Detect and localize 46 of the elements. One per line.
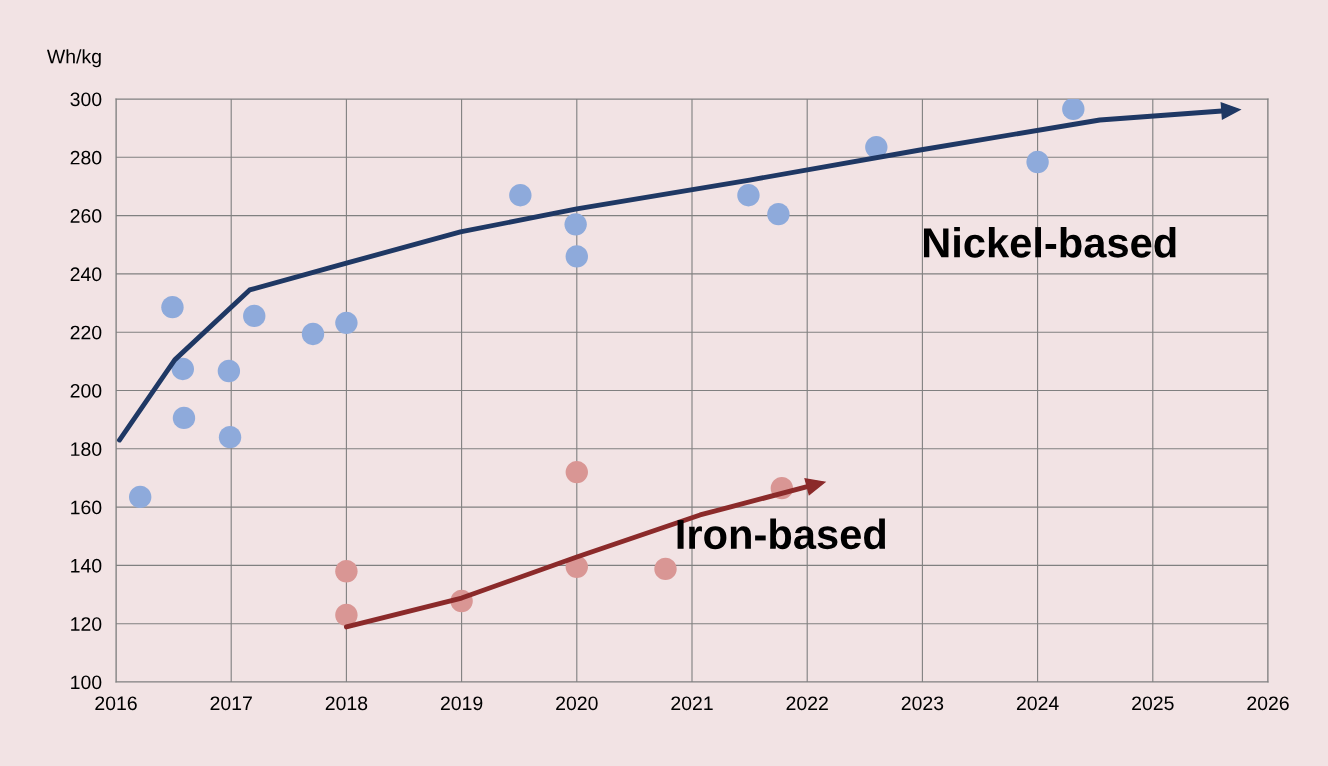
point [564, 213, 587, 236]
point [565, 460, 588, 484]
y-tick-label: 200 [70, 383, 102, 398]
point [335, 560, 358, 583]
x-tick-label: 2021 [671, 696, 713, 711]
x-tick-label: 2018 [325, 696, 368, 711]
y-tick-label: 120 [71, 617, 102, 631]
x-tick-label: 2019 [440, 696, 483, 711]
point [128, 485, 152, 509]
x-tick-label: 2024 [1016, 696, 1059, 711]
point [218, 425, 242, 449]
point [243, 304, 266, 328]
point [737, 184, 760, 207]
y-tick-label: 260 [70, 209, 102, 223]
point [865, 135, 888, 159]
point [217, 359, 241, 383]
point [171, 357, 195, 381]
y-tick-label: 300 [70, 92, 102, 107]
x-tick-label: 2026 [1247, 696, 1289, 711]
x-tick-label: 2023 [901, 696, 944, 711]
point [335, 311, 358, 335]
y-tick-label: 280 [70, 150, 102, 165]
point [161, 295, 184, 319]
point [767, 202, 790, 226]
point [1026, 150, 1049, 174]
point [654, 557, 677, 581]
point [509, 184, 532, 207]
annotation: Nickel-based [923, 227, 1176, 258]
x-tick-label: 2017 [210, 696, 252, 711]
x-tick-label: 2022 [786, 696, 828, 711]
x-tick-label: 2025 [1132, 696, 1174, 711]
y-tick-label: 240 [70, 267, 102, 282]
y-tick-label: 100 [71, 675, 102, 690]
x-tick-label: 2020 [556, 696, 598, 711]
point [335, 603, 358, 627]
y-tick-label: 160 [71, 500, 102, 515]
y-tick-label: 180 [71, 442, 102, 457]
point [565, 245, 588, 268]
x-tick-label: 2016 [95, 696, 137, 711]
y-tick-label: 140 [71, 558, 102, 573]
y-tick-label: 220 [70, 325, 102, 340]
y-axis-title: Wh/kg [46, 49, 101, 68]
annotation: Iron-based [677, 518, 886, 550]
point [301, 322, 325, 346]
point [172, 406, 196, 430]
point [1062, 99, 1085, 121]
